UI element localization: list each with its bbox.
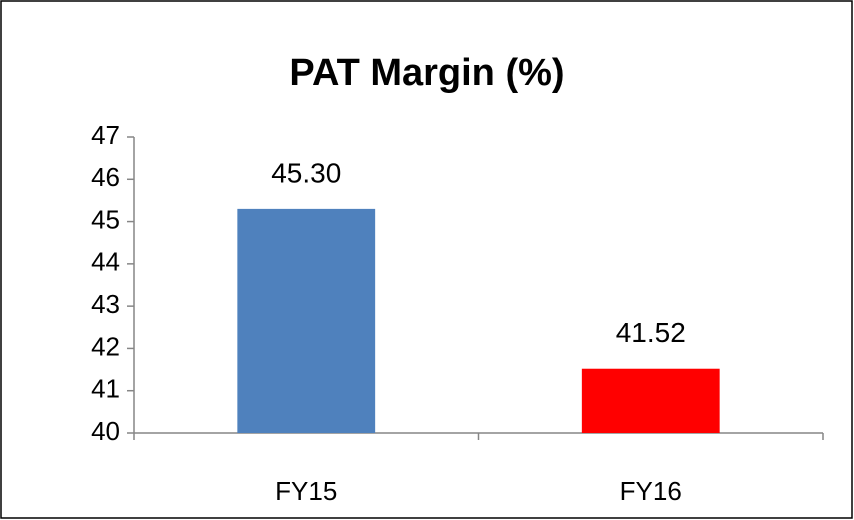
- bar: [237, 208, 376, 433]
- y-tick-label: 42: [91, 331, 120, 361]
- x-tick-label: FY16: [620, 476, 682, 506]
- y-tick-label: 46: [91, 162, 120, 192]
- chart-title: PAT Margin (%): [289, 52, 564, 94]
- bar: [581, 368, 720, 433]
- data-label: 45.30: [271, 157, 341, 188]
- y-tick-label: 44: [91, 247, 120, 277]
- y-tick-label: 43: [91, 289, 120, 319]
- y-tick-label: 40: [91, 416, 120, 446]
- y-tick-label: 45: [91, 204, 120, 234]
- data-label: 41.52: [616, 317, 686, 348]
- y-tick-label: 41: [91, 374, 120, 404]
- x-tick-label: FY15: [275, 476, 337, 506]
- y-tick-label: 47: [91, 120, 120, 150]
